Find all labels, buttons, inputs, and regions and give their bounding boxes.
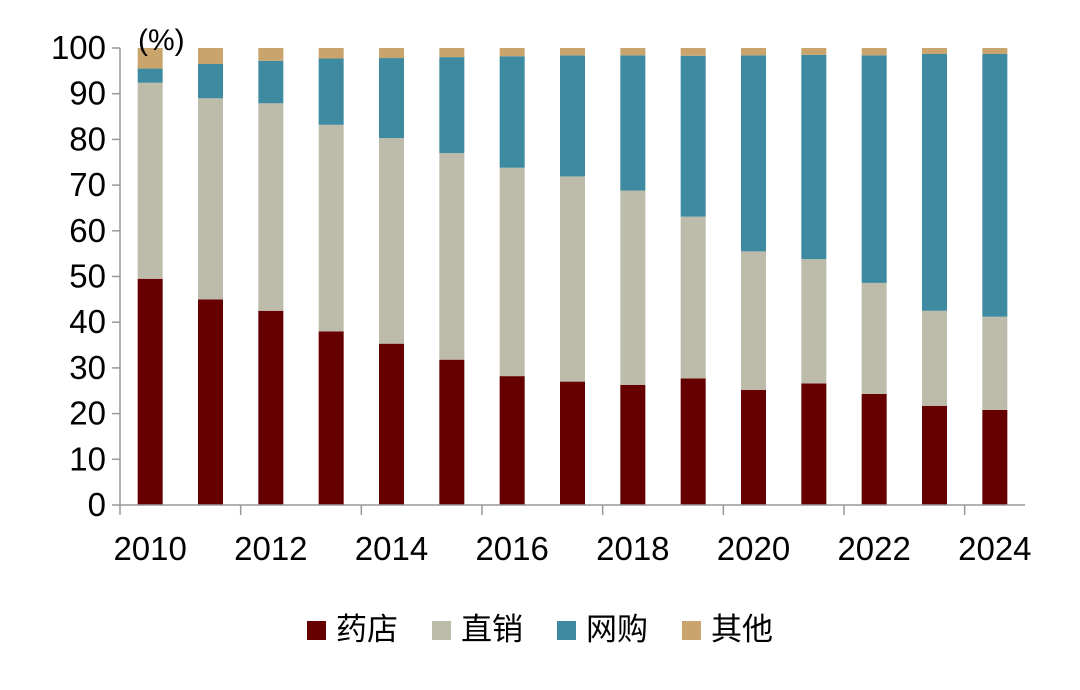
legend-label: 药店	[336, 611, 398, 648]
bar-segment	[861, 393, 887, 505]
bar-segment	[801, 54, 827, 260]
bar-segment	[318, 331, 344, 505]
legend-swatch	[682, 620, 701, 640]
bar-segment	[922, 53, 947, 311]
x-tick-label: 2022	[837, 530, 910, 567]
bar-segment	[801, 383, 827, 505]
bar-segment	[680, 216, 706, 379]
bar-segment	[620, 55, 646, 191]
bar-segment	[258, 103, 284, 311]
bar-segment	[741, 48, 766, 56]
bar-segment	[680, 55, 706, 217]
bar-segment	[861, 282, 887, 394]
legend-item: 其他	[682, 611, 773, 648]
bar-segment	[137, 278, 163, 505]
bar-segment	[379, 343, 404, 505]
y-tick-label: 0	[88, 486, 106, 523]
x-tick-label: 2020	[717, 530, 790, 567]
legend-item: 药店	[307, 611, 398, 648]
bar-segment	[318, 48, 344, 59]
bar-segment	[499, 376, 525, 505]
bar-segment	[620, 48, 646, 56]
bar-segment	[861, 48, 887, 56]
y-tick-label: 50	[69, 258, 106, 295]
y-tick-label: 20	[69, 395, 106, 432]
bar-segment	[922, 48, 947, 54]
bar-segment	[439, 48, 465, 58]
bar-segment	[439, 153, 465, 360]
bar-segment	[620, 190, 646, 385]
legend-swatch	[432, 620, 451, 640]
y-tick-label: 80	[69, 120, 106, 157]
bar-segment	[680, 48, 706, 56]
bar-segment	[258, 48, 284, 61]
bar-segment	[198, 63, 223, 99]
bar-segment	[137, 68, 163, 83]
bar-segment	[922, 405, 947, 505]
bar-segment	[982, 53, 1008, 317]
bar-segment	[258, 310, 284, 505]
y-tick-label: 40	[69, 303, 106, 340]
legend-swatch	[557, 620, 576, 640]
legend-label: 网购	[586, 611, 648, 648]
bar-segment	[982, 316, 1008, 410]
x-tick-label: 2016	[475, 530, 548, 567]
x-tick-label: 2018	[596, 530, 669, 567]
bar-segment	[318, 124, 344, 332]
bar-segment	[258, 60, 284, 104]
bar-segment	[439, 359, 465, 505]
legend: 药店 直销 网购 其他	[0, 610, 1080, 650]
y-tick-label: 30	[69, 349, 106, 386]
bar-segment	[318, 58, 344, 125]
legend-label: 直销	[461, 611, 523, 648]
y-tick-label: 100	[51, 29, 106, 66]
bar-segment	[741, 389, 766, 505]
bar-segment	[499, 48, 525, 57]
bar-segment	[922, 310, 947, 406]
x-tick-label: 2024	[958, 530, 1031, 567]
bar-segment	[560, 48, 585, 56]
bar-segment	[801, 259, 827, 384]
bar-segment	[982, 48, 1008, 54]
bar-segment	[137, 82, 163, 279]
bar-segment	[137, 48, 163, 69]
bar-segment	[198, 98, 223, 300]
bar-segment	[560, 176, 585, 382]
x-tick-label: 2014	[355, 530, 428, 567]
bar-segment	[982, 409, 1008, 505]
y-tick-label: 10	[69, 440, 106, 477]
bar-segment	[198, 48, 223, 64]
y-axis-ticks: 0 10 20 30 40 50 60 70 80 90 100	[51, 29, 120, 523]
bar-segment	[499, 167, 525, 377]
y-tick-label: 90	[69, 75, 106, 112]
x-axis-ticks: 2010 2012 2014 2016 2018 2020 2022 2024	[113, 505, 1032, 567]
bar-segment	[560, 55, 585, 177]
bar-segment	[379, 138, 404, 344]
legend-item: 网购	[557, 611, 648, 648]
bar-segment	[861, 55, 887, 283]
bar-layer	[137, 48, 1008, 505]
bar-segment	[379, 48, 404, 59]
bar-segment	[620, 384, 646, 505]
bar-segment	[801, 48, 827, 55]
bar-segment	[741, 251, 766, 390]
bar-segment	[499, 56, 525, 168]
bar-segment	[560, 381, 585, 505]
bar-segment	[379, 58, 404, 139]
y-unit-label: (%)	[138, 24, 185, 57]
legend-item: 直销	[432, 611, 523, 648]
x-tick-label: 2010	[113, 530, 186, 567]
x-tick-label: 2012	[234, 530, 307, 567]
y-tick-label: 70	[69, 166, 106, 203]
y-tick-label: 60	[69, 212, 106, 249]
legend-swatch	[307, 620, 326, 640]
legend-label: 其他	[711, 611, 773, 648]
bar-segment	[198, 299, 223, 505]
bar-segment	[741, 55, 766, 252]
bar-segment	[439, 57, 465, 154]
bar-segment	[680, 378, 706, 505]
